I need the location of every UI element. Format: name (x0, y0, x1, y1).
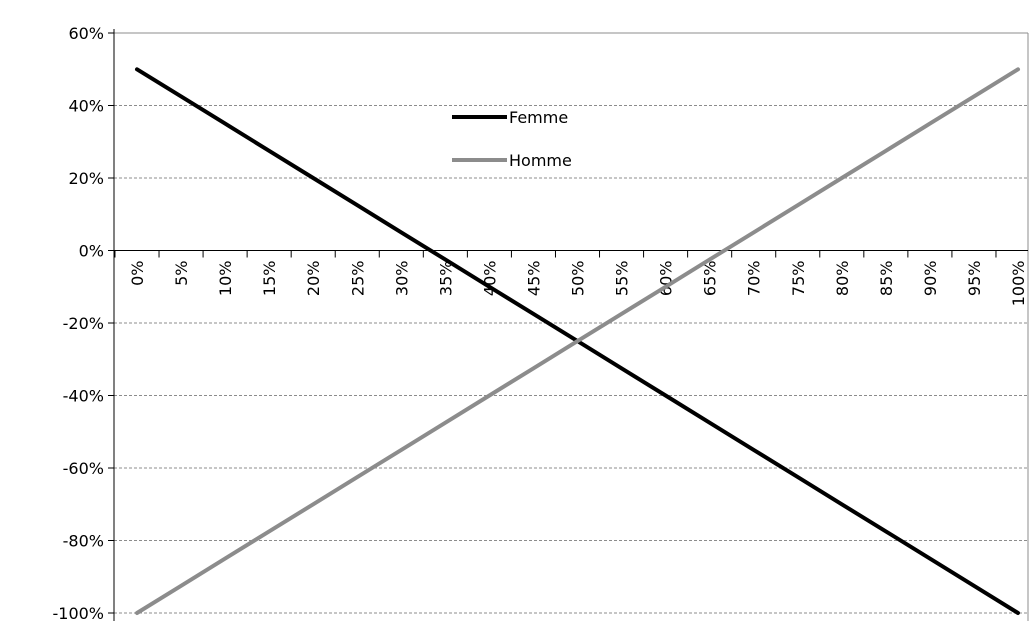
series-line-homme (135, 67, 1020, 615)
x-tick-label: 5% (172, 261, 191, 286)
x-tick-label: 70% (745, 261, 764, 297)
y-tick-label: -80% (63, 532, 104, 551)
x-tick-label: 50% (569, 261, 588, 297)
legend: Femme Homme (452, 108, 572, 170)
y-tick-label: -60% (63, 459, 104, 478)
y-tick-label: -20% (63, 314, 104, 333)
x-tick-label: 95% (965, 261, 984, 297)
y-tick-label: 60% (68, 24, 104, 43)
gridlines (114, 32, 1029, 621)
x-tick-label: 20% (304, 261, 323, 297)
x-tick-label: 75% (789, 261, 808, 297)
y-tick-label: 0% (79, 242, 104, 261)
x-tick-label: 30% (392, 261, 411, 297)
y-tick-label: -40% (63, 387, 104, 406)
axes: 60% 40% 20% 0% -20% -40% -60% -80% -100% 0% 5% 10% 1… (52, 24, 1028, 623)
x-tick-label: 35% (436, 261, 455, 297)
x-tick-label: 100% (1009, 261, 1028, 307)
legend-label-homme: Homme (509, 151, 572, 170)
x-tick-label: 10% (216, 261, 235, 297)
x-tick-label: 90% (921, 261, 940, 297)
x-tick-label: 85% (877, 261, 896, 297)
x-tick-label: 0% (128, 261, 147, 286)
series (135, 67, 1020, 615)
y-tick-label: 20% (68, 169, 104, 188)
x-tick-label: 25% (348, 261, 367, 297)
x-tick-label: 80% (833, 261, 852, 297)
y-tick-label: 40% (68, 97, 104, 116)
x-tick-label: 65% (701, 261, 720, 297)
x-tick-label: 45% (524, 261, 543, 297)
x-tick-label: 55% (613, 261, 632, 297)
y-tick-label: -100% (52, 604, 104, 623)
legend-label-femme: Femme (509, 108, 568, 127)
x-tick-label: 40% (480, 261, 499, 297)
x-tick-label: 15% (260, 261, 279, 297)
